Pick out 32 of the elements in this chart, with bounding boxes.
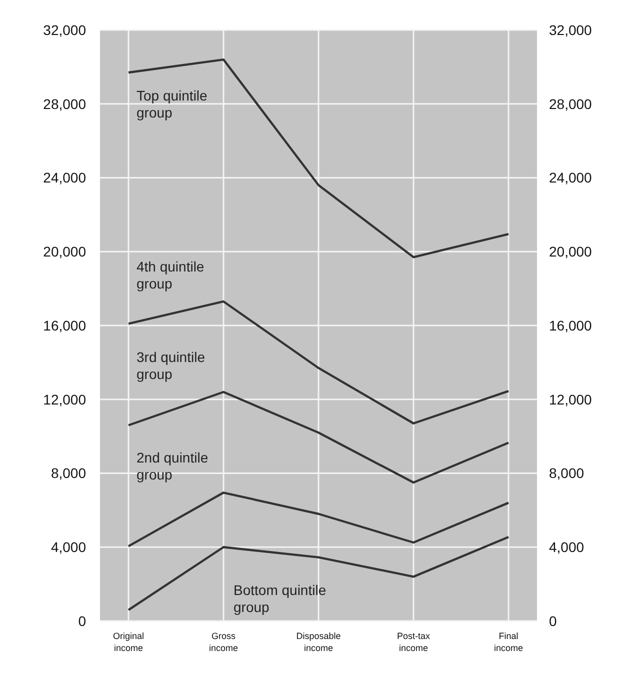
y-tick-label: 0 [78,612,86,629]
y2-tick-label: 20,000 [549,244,592,260]
y2-tick-label: 12,000 [549,391,592,408]
series-label: Bottom quintile group [234,582,326,616]
x-tick-label: Gross income [208,631,238,653]
x-tick-label: Final income [494,631,524,653]
y-tick-label: 20,000 [43,244,86,260]
y-tick-label: 16,000 [43,317,86,334]
line-series [127,390,510,484]
series-label: 3rd quintile group [136,348,206,382]
y2-tick-label: 28,000 [549,96,592,112]
y-tick-label: 8,000 [50,465,86,482]
y2-tick-label: 32,000 [549,22,592,38]
y-tick-label: 4,000 [50,539,86,556]
x-tick-label: Original income [112,631,144,653]
line-series [127,58,510,258]
series-label: Top quintile group [136,87,208,120]
y2-tick-label: 0 [549,612,557,629]
y2-tick-label: 8,000 [549,465,584,482]
x-tick-label: Disposable income [296,631,341,653]
line-series [127,492,510,548]
x-tick-label: Post-tax income [396,631,431,653]
series-label: 2nd quintile group [136,450,208,483]
y2-tick-label: 16,000 [549,317,592,334]
y2-tick-label: 24,000 [549,170,592,186]
y-tick-label: 24,000 [43,170,86,186]
y-tick-label: 32,000 [43,22,86,38]
y-tick-label: 12,000 [43,391,86,408]
y2-tick-label: 4,000 [549,539,584,556]
line-series [127,300,510,424]
y-tick-label: 28,000 [43,96,86,112]
series-label: 4th quintile group [136,258,204,292]
